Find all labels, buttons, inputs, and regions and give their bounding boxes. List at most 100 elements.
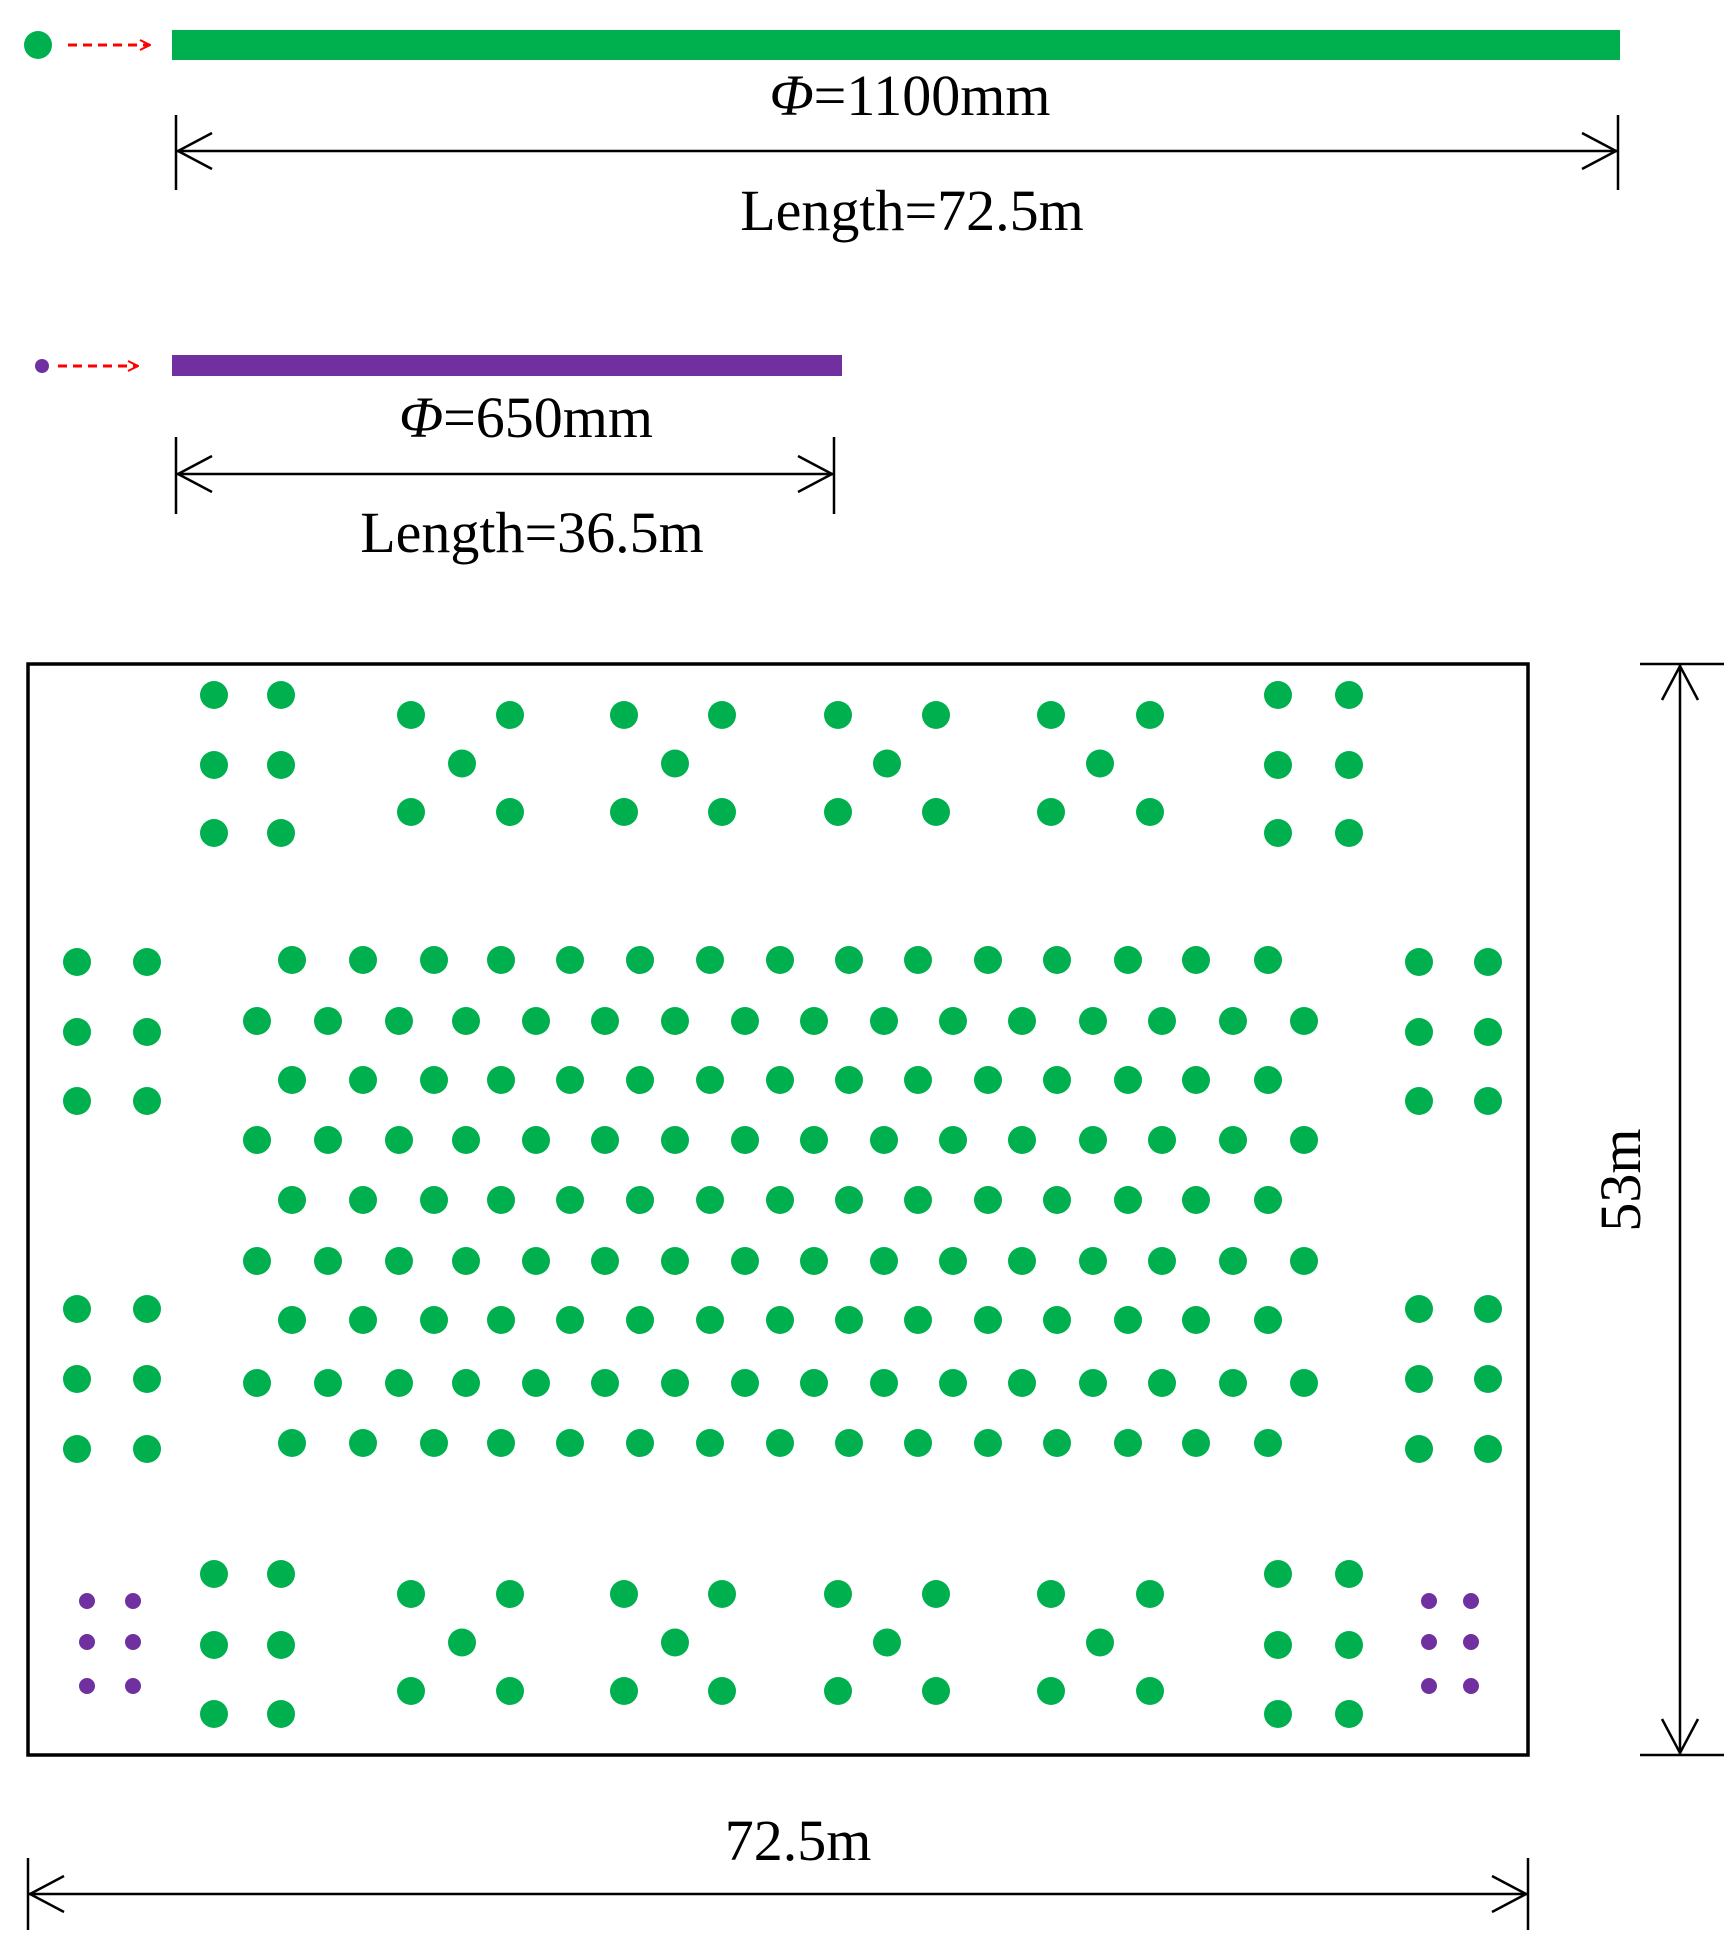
- small-pile-length-dimension: [174, 437, 836, 514]
- pile-layout: [63, 681, 1502, 1728]
- large-pile: [420, 1429, 448, 1457]
- large-pile: [133, 1365, 161, 1393]
- large-pile: [708, 1580, 736, 1608]
- large-pile: [278, 1066, 306, 1094]
- large-pile: [200, 1560, 228, 1588]
- plan-height-dimension: [1640, 662, 1724, 1757]
- large-pile: [314, 1007, 342, 1035]
- large-pile: [1079, 1247, 1107, 1275]
- large-pile: [1474, 1018, 1502, 1046]
- large-pile: [243, 1247, 271, 1275]
- large-pile: [1182, 1429, 1210, 1457]
- large-pile: [835, 1306, 863, 1334]
- large-pile: [1405, 948, 1433, 976]
- large-pile: [1474, 1435, 1502, 1463]
- large-pile: [267, 751, 295, 779]
- large-pile: [1043, 1429, 1071, 1457]
- plan-width-dimension: [26, 1858, 1530, 1930]
- large-pile: [661, 1369, 689, 1397]
- large-pile: [974, 946, 1002, 974]
- large-pile: [870, 1369, 898, 1397]
- large-pile: [1264, 751, 1292, 779]
- large-pile: [626, 1306, 654, 1334]
- large-pile: [835, 1066, 863, 1094]
- large-pile: [661, 749, 689, 778]
- large-pile: [1335, 819, 1363, 847]
- large-pile: [1290, 1369, 1318, 1397]
- large-pile: [696, 1066, 724, 1094]
- large-pile: [1182, 946, 1210, 974]
- large-pile: [1405, 1365, 1433, 1393]
- large-pile: [1148, 1369, 1176, 1397]
- large-pile: [1474, 1087, 1502, 1115]
- small-pile: [1463, 1678, 1479, 1694]
- large-pile: [1254, 1306, 1282, 1334]
- large-pile: [63, 1018, 91, 1046]
- large-pile: [1114, 1306, 1142, 1334]
- large-pile: [1474, 1295, 1502, 1323]
- large-pile: [556, 946, 584, 974]
- large-pile: [1254, 946, 1282, 974]
- small-pile-symbol: [35, 359, 49, 373]
- large-pile: [1136, 1677, 1164, 1705]
- large-pile: [939, 1007, 967, 1035]
- site-plan-boundary: [26, 662, 1530, 1757]
- large-pile: [397, 798, 425, 826]
- large-pile: [452, 1126, 480, 1154]
- large-pile: [243, 1126, 271, 1154]
- small-pile: [1463, 1634, 1479, 1650]
- large-pile: [1182, 1066, 1210, 1094]
- large-pile: [267, 819, 295, 847]
- large-pile: [496, 1580, 524, 1608]
- large-pile: [63, 1087, 91, 1115]
- large-pile: [731, 1369, 759, 1397]
- large-pile: [267, 1560, 295, 1588]
- plan-width-label: 72.5m: [725, 1808, 872, 1873]
- large-pile: [974, 1186, 1002, 1214]
- large-pile: [870, 1247, 898, 1275]
- large-pile: [904, 1306, 932, 1334]
- large-pile: [385, 1247, 413, 1275]
- large-pile: [133, 1018, 161, 1046]
- large-pile: [766, 1429, 794, 1457]
- large-pile: [1254, 1429, 1282, 1457]
- large-pile: [696, 1186, 724, 1214]
- large-pile: [1474, 948, 1502, 976]
- large-pile: [496, 798, 524, 826]
- large-pile: [1219, 1007, 1247, 1035]
- small-pile: [1421, 1593, 1437, 1609]
- large-pile: [708, 798, 736, 826]
- large-pile: [63, 1365, 91, 1393]
- small-pile-diameter: Φ=650mm: [399, 385, 653, 450]
- large-pile: [243, 1007, 271, 1035]
- large-pile: [824, 1677, 852, 1705]
- large-pile: [448, 1628, 476, 1657]
- large-pile: [133, 948, 161, 976]
- large-pile: [1008, 1369, 1036, 1397]
- large-pile: [870, 1126, 898, 1154]
- large-pile: [1254, 1186, 1282, 1214]
- large-pile: [696, 946, 724, 974]
- large-pile: [1405, 1435, 1433, 1463]
- large-pile: [1290, 1126, 1318, 1154]
- large-pile: [452, 1247, 480, 1275]
- large-pile: [591, 1369, 619, 1397]
- large-pile: [200, 1700, 228, 1728]
- large-pile: [1079, 1126, 1107, 1154]
- large-pile: [708, 1677, 736, 1705]
- large-pile: [349, 1306, 377, 1334]
- large-pile: [922, 701, 950, 729]
- large-pile: [824, 701, 852, 729]
- large-pile: [661, 1628, 689, 1657]
- small-pile: [125, 1678, 141, 1694]
- large-pile-length-dimension: [174, 115, 1620, 190]
- large-pile: [1008, 1007, 1036, 1035]
- large-pile: [133, 1295, 161, 1323]
- large-pile: [1335, 1631, 1363, 1659]
- large-pile: [1335, 751, 1363, 779]
- large-pile: [591, 1007, 619, 1035]
- large-pile: [922, 1677, 950, 1705]
- large-pile: [870, 1007, 898, 1035]
- large-pile: [824, 798, 852, 826]
- large-pile: [1043, 946, 1071, 974]
